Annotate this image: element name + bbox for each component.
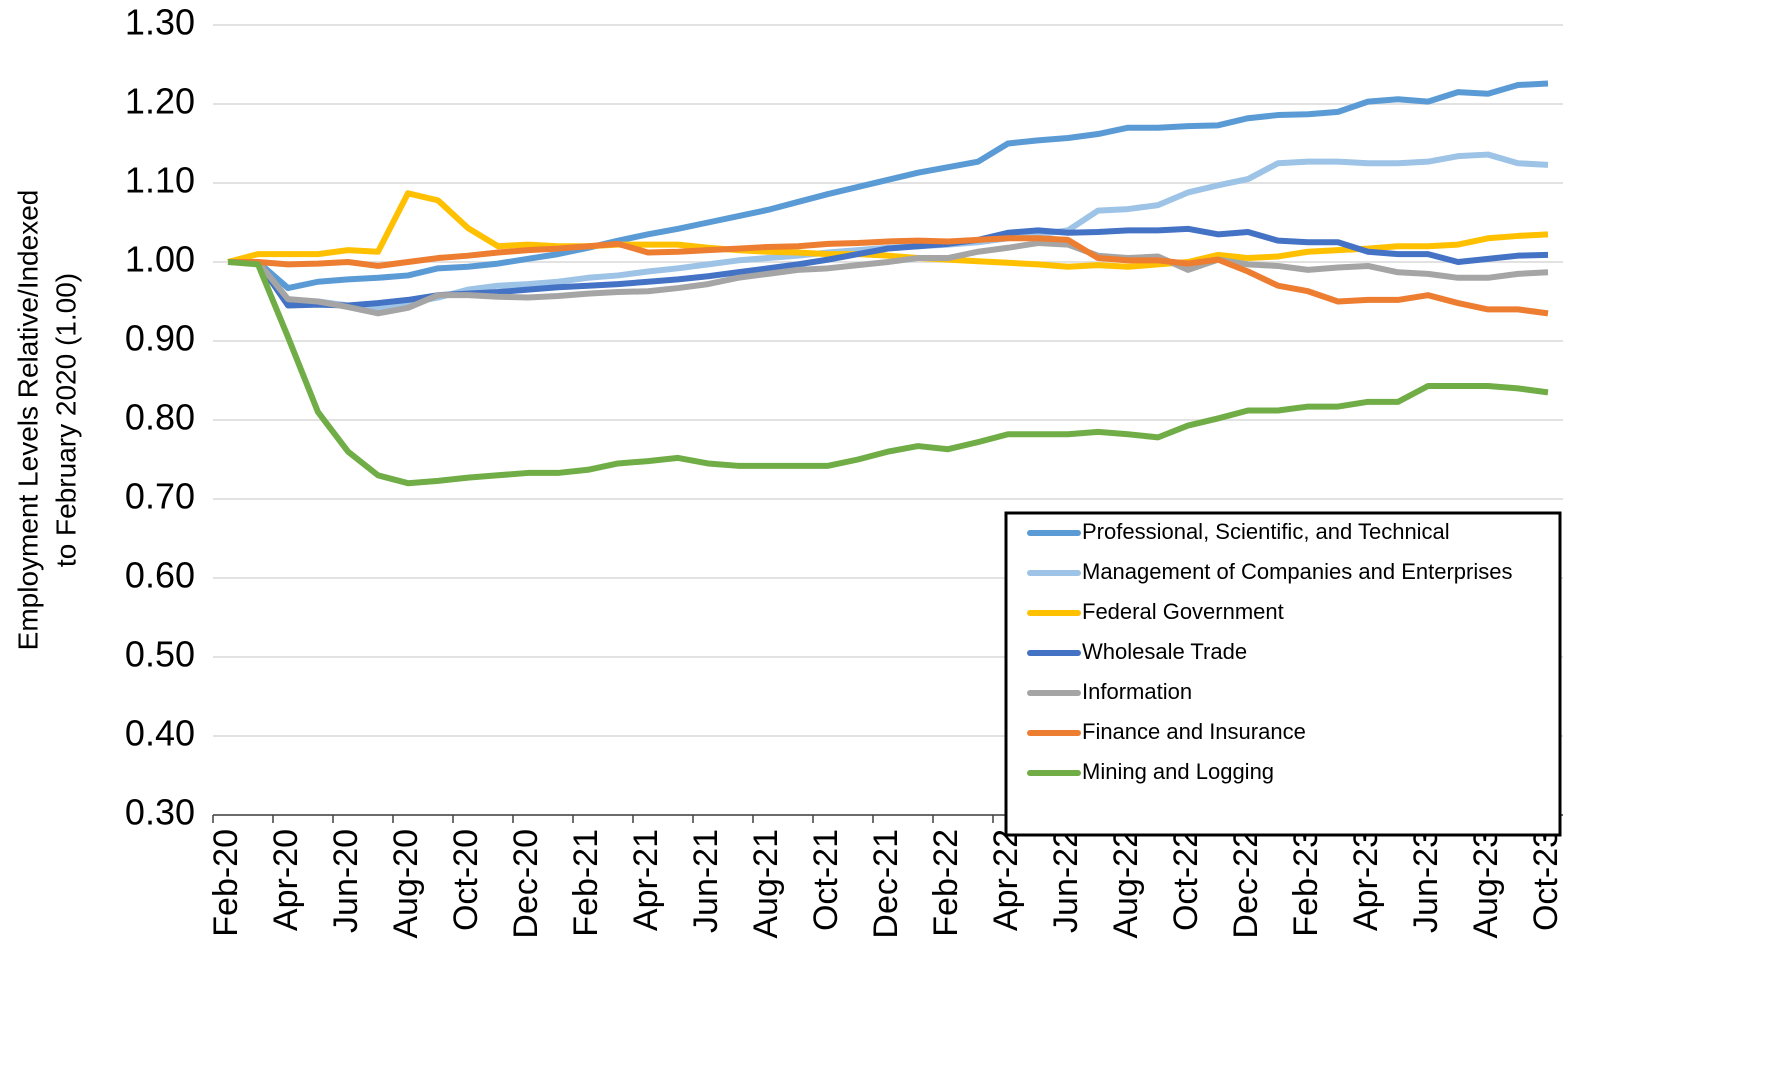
y-tick-label: 0.90 — [125, 318, 195, 359]
x-tick-label: Aug-20 — [387, 829, 425, 939]
y-tick-label: 0.40 — [125, 713, 195, 754]
y-tick-label: 1.00 — [125, 239, 195, 280]
x-tick-label: Jun-21 — [687, 829, 725, 933]
legend-label: Federal Government — [1082, 599, 1284, 624]
y-tick-label: 0.30 — [125, 792, 195, 833]
y-tick-label: 1.20 — [125, 81, 195, 122]
x-tick-label: Feb-22 — [927, 829, 965, 937]
x-tick-label: Apr-21 — [627, 829, 665, 931]
x-tick-label: Feb-23 — [1287, 829, 1325, 937]
x-tick-label: Aug-21 — [747, 829, 785, 939]
x-tick-label: Dec-21 — [867, 829, 905, 939]
y-tick-label: 0.80 — [125, 397, 195, 438]
y-tick-label: 1.30 — [125, 2, 195, 43]
y-tick-label: 1.10 — [125, 160, 195, 201]
x-tick-label: Oct-22 — [1167, 829, 1205, 931]
legend-label: Management of Companies and Enterprises — [1082, 559, 1512, 584]
x-tick-label: Oct-21 — [807, 829, 845, 931]
x-tick-label: Feb-21 — [567, 829, 605, 937]
legend-label: Wholesale Trade — [1082, 639, 1247, 664]
legend-label: Mining and Logging — [1082, 759, 1274, 784]
y-axis-label: Employment Levels Relative/Indexed — [12, 190, 43, 651]
x-tick-label: Aug-23 — [1467, 829, 1505, 939]
legend-label: Professional, Scientific, and Technical — [1082, 519, 1450, 544]
legend-label: Information — [1082, 679, 1192, 704]
y-tick-label: 0.50 — [125, 634, 195, 675]
x-tick-label: Apr-20 — [267, 829, 305, 931]
series-line — [227, 190, 1549, 270]
y-tick-label: 0.60 — [125, 555, 195, 596]
series-line — [227, 259, 1549, 487]
x-tick-label: Apr-22 — [987, 829, 1025, 931]
x-tick-label: Jun-20 — [327, 829, 365, 933]
series-line — [228, 235, 1549, 317]
x-tick-label: Jun-23 — [1407, 829, 1445, 933]
x-tick-label: Oct-23 — [1527, 829, 1565, 931]
legend-label: Finance and Insurance — [1082, 719, 1306, 744]
series-line — [228, 240, 1549, 317]
legend-box — [1004, 511, 1562, 837]
x-tick-label: Jun-22 — [1047, 829, 1085, 933]
series-line — [228, 80, 1549, 292]
y-axis-label: to February 2020 (1.00) — [50, 273, 81, 567]
x-tick-label: Apr-23 — [1347, 829, 1385, 931]
x-tick-label: Aug-22 — [1107, 829, 1145, 939]
x-tick-label: Oct-20 — [447, 829, 485, 931]
x-tick-label: Feb-20 — [207, 829, 245, 937]
x-tick-label: Dec-22 — [1227, 829, 1265, 939]
y-tick-label: 0.70 — [125, 476, 195, 517]
x-tick-label: Dec-20 — [507, 829, 545, 939]
